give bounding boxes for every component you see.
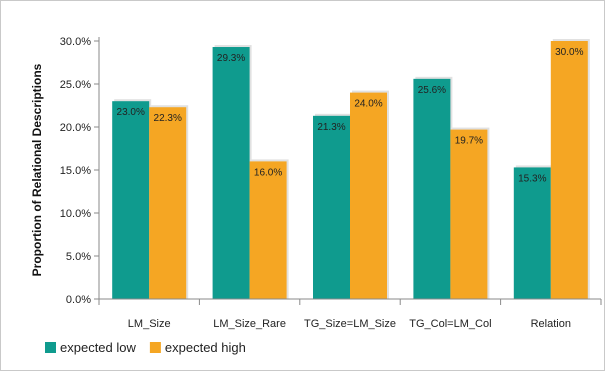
data-label: 23.0% xyxy=(117,107,145,118)
bar-expected-low xyxy=(212,47,250,299)
y-tick-label: 20.0% xyxy=(60,122,91,134)
data-label: 22.3% xyxy=(154,113,182,124)
bar-expected-low xyxy=(313,115,350,299)
bar-expected-low xyxy=(413,78,451,299)
legend-swatch xyxy=(45,342,56,353)
y-tick-label: 15.0% xyxy=(60,165,91,177)
data-label: 24.0% xyxy=(354,99,382,110)
bar-expected-low xyxy=(112,101,150,299)
bar-expected-high xyxy=(450,129,488,299)
x-tick-label: LM_Size_Rare xyxy=(213,318,286,330)
legend-label: expected high xyxy=(165,340,246,355)
x-tick-label: Relation xyxy=(531,318,571,330)
y-tick-label: 30.0% xyxy=(60,36,91,48)
bar-expected-high xyxy=(350,92,387,299)
bar-expected-high xyxy=(249,161,287,299)
legend-swatch xyxy=(149,342,161,353)
bar-expected-low xyxy=(513,167,551,299)
bar-expected-high xyxy=(149,107,187,299)
data-label: 21.3% xyxy=(317,122,345,133)
data-label: 15.3% xyxy=(518,173,546,184)
y-tick-label: 5.0% xyxy=(66,251,91,263)
y-tick-label: 25.0% xyxy=(60,79,91,91)
x-tick-label: LM_Size xyxy=(128,318,171,330)
data-label: 19.7% xyxy=(455,136,483,147)
y-axis-label: Proportion of Relational Descriptions xyxy=(30,63,44,276)
x-tick-label: TG_Size=LM_Size xyxy=(304,318,396,330)
x-tick-label: TG_Col=LM_Col xyxy=(409,318,491,330)
data-label: 25.6% xyxy=(418,85,446,96)
data-label: 29.3% xyxy=(217,53,245,64)
bar-expected-high xyxy=(550,41,588,299)
y-tick-label: 10.0% xyxy=(60,208,91,220)
data-label: 16.0% xyxy=(254,167,282,178)
y-tick-label: 0.0% xyxy=(66,294,91,306)
legend-label: expected low xyxy=(60,340,136,355)
data-label: 30.0% xyxy=(555,47,583,58)
